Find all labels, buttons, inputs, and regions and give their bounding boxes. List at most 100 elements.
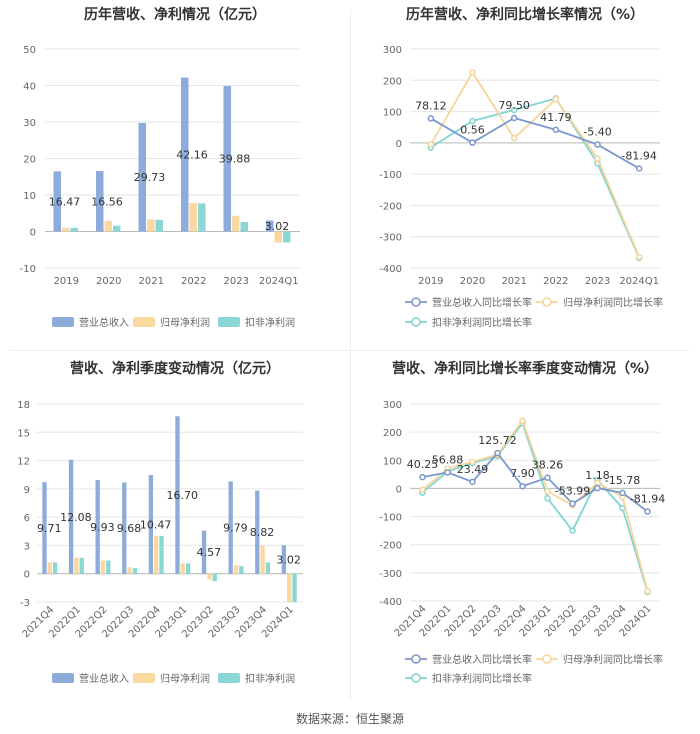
data-point (444, 469, 451, 476)
data-point (469, 458, 476, 465)
data-point (552, 95, 560, 103)
legend-label: 营业总收入同比增长率 (432, 653, 532, 666)
data-label: 16.70 (166, 489, 198, 502)
legend-label: 归母净利润同比增长率 (563, 296, 663, 309)
data-point (544, 495, 551, 502)
bar (228, 481, 233, 574)
series-line (421, 421, 649, 593)
bar (233, 565, 239, 574)
quarterly-revenue-profit-chart: -303691215182021Q42022Q12022Q22022Q32022… (17, 400, 303, 685)
legend-swatch-marker (542, 654, 552, 664)
data-label: 39.88 (219, 153, 251, 166)
y-tick-label: 6 (24, 513, 30, 524)
legend-swatch-marker (411, 297, 421, 307)
bar (175, 416, 180, 574)
x-tick-label: 2021 (139, 276, 164, 287)
data-point (544, 474, 551, 481)
bar (147, 219, 155, 232)
data-point (635, 253, 643, 261)
data-point (427, 115, 435, 122)
bar (53, 171, 61, 232)
data-label: 7.90 (510, 467, 535, 480)
bar (96, 171, 104, 232)
bar (154, 536, 159, 574)
bar (207, 573, 212, 580)
data-label: 125.72 (478, 434, 517, 447)
bar (180, 563, 185, 574)
data-point (644, 508, 651, 515)
y-tick-label: 100 (383, 456, 402, 467)
series-line (430, 117, 640, 170)
bar (239, 566, 244, 574)
bar (283, 231, 291, 243)
bar (201, 530, 207, 574)
legend-swatch-marker (411, 654, 421, 664)
y-tick-label: -200 (379, 201, 402, 212)
data-point (469, 478, 476, 486)
data-label: 1.18 (585, 469, 610, 482)
bar (185, 563, 191, 574)
y-tick-label: -100 (379, 513, 402, 524)
bar (106, 560, 111, 574)
data-point (544, 487, 551, 495)
data-label: 3.02 (265, 220, 290, 233)
series-line (430, 97, 640, 259)
data-point (569, 527, 576, 534)
legend-label: 营业总收入 (79, 316, 129, 329)
data-point (510, 134, 518, 142)
x-tick-label: 2019 (418, 276, 443, 287)
data-label: 4.57 (197, 546, 222, 559)
y-tick-label: -3 (20, 598, 30, 609)
bar (74, 557, 79, 574)
y-tick-label: -200 (379, 541, 402, 552)
x-tick-label: 2024Q1 (259, 276, 299, 287)
y-tick-label: 300 (383, 400, 402, 411)
bar (266, 220, 274, 232)
bar (62, 227, 70, 232)
bar (240, 222, 248, 232)
horizontal-divider (10, 350, 690, 351)
bar (52, 562, 58, 574)
bar (155, 219, 163, 232)
legend-label: 扣非净利润同比增长率 (432, 316, 532, 329)
data-point (594, 484, 601, 492)
series-line (430, 70, 640, 258)
x-tick-label: 2020 (96, 276, 121, 287)
legend-label: 归母净利润 (160, 672, 210, 685)
legend-swatch-marker (411, 673, 421, 683)
bar (68, 459, 74, 574)
x-tick-label: 2019 (54, 276, 79, 287)
y-tick-label: 10 (23, 191, 36, 202)
data-point (469, 139, 476, 146)
bar (159, 536, 164, 574)
bar (122, 482, 127, 574)
quarterly-revenue-profit-panel: 营收、净利季度变动情况（亿元） -3 0 3 6 9 12 15 18 2021Q4 2022Q1… (0, 350, 350, 705)
x-tick-label: 2021 (501, 276, 526, 287)
legend-label: 营业总收入同比增长率 (432, 296, 532, 309)
data-label: 16.47 (49, 195, 81, 208)
bar (281, 545, 287, 574)
data-label: 9.79 (223, 522, 248, 535)
y-tick-label: -10 (20, 264, 36, 275)
data-point (469, 117, 476, 125)
data-point (469, 69, 476, 76)
data-point (519, 482, 526, 490)
legend-label: 扣非净利润同比增长率 (432, 672, 532, 685)
data-label: 38.26 (532, 459, 564, 472)
legend-label: 归母净利润 (160, 316, 210, 329)
data-point (644, 587, 651, 595)
bar (232, 215, 240, 232)
x-tick-label: 2022 (181, 276, 206, 287)
annual-growth-chart: -400 -300 -200 -100 0 100 200 300 2019 2020 2021 20… (379, 45, 663, 329)
y-tick-label: 50 (23, 45, 36, 56)
legend-swatch (52, 317, 74, 327)
data-label: 12.08 (60, 511, 92, 524)
data-label: 9.71 (37, 522, 62, 535)
y-tick-label: 12 (17, 457, 30, 468)
x-tick-label: 2024Q1 (619, 276, 659, 287)
bar (79, 557, 84, 574)
bar (292, 573, 297, 602)
bar (274, 231, 282, 243)
bar (104, 220, 112, 232)
data-label: 16.56 (91, 195, 123, 208)
